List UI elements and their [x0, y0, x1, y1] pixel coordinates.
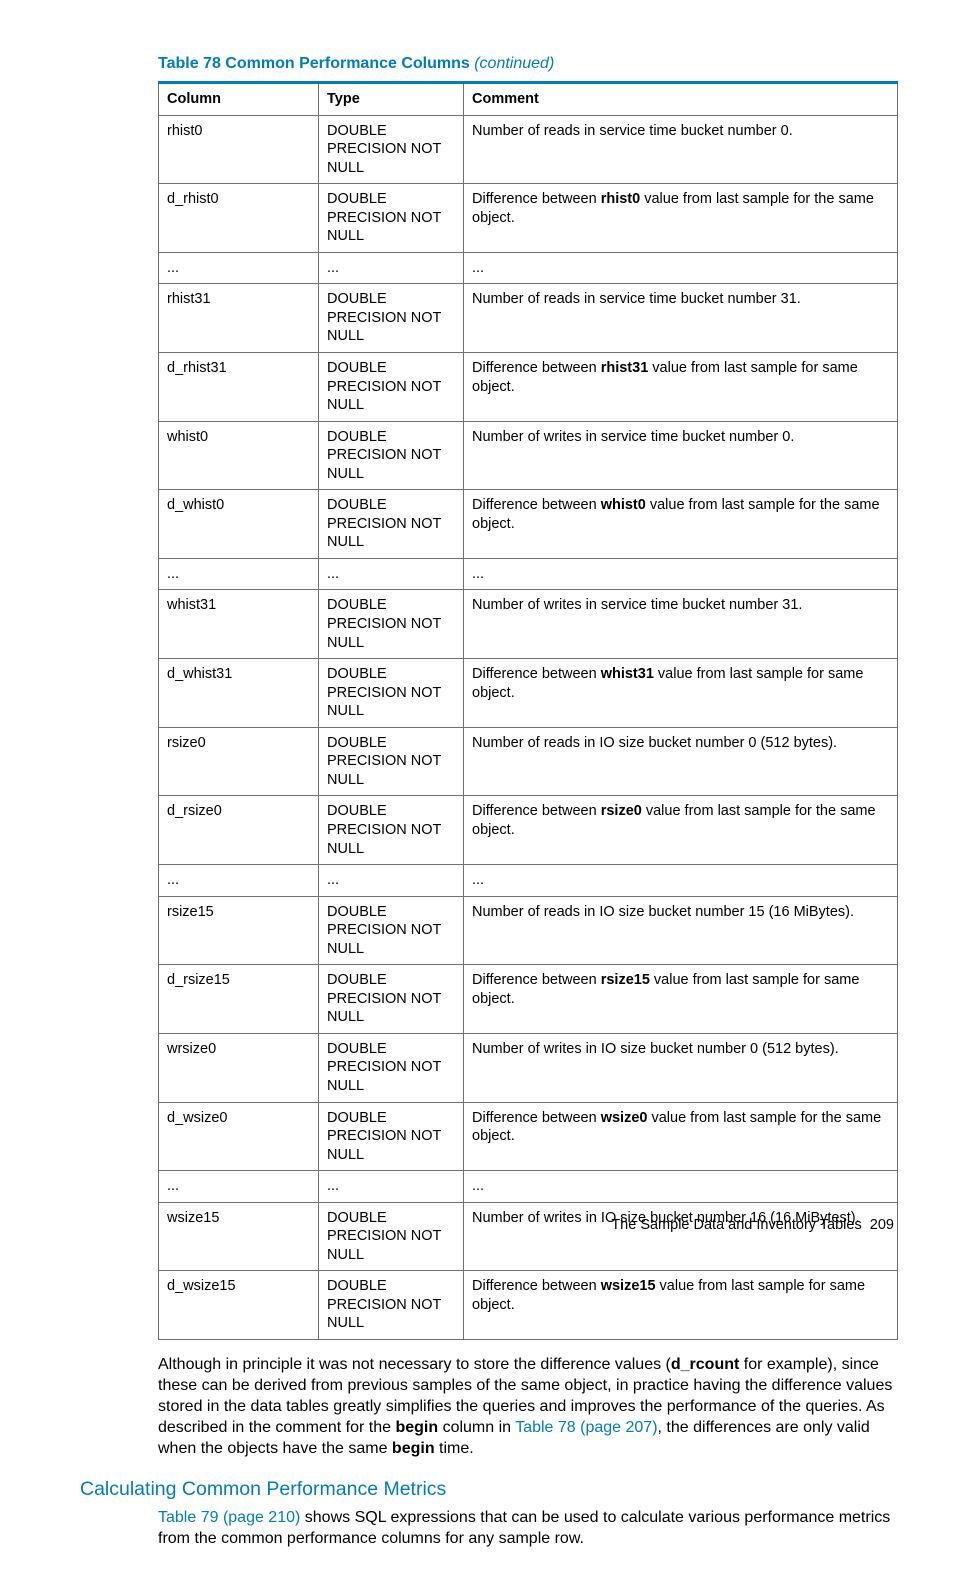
table-header-row: Column Type Comment	[159, 83, 898, 116]
col-header-column: Column	[159, 83, 319, 116]
cell-column: d_wsize15	[159, 1271, 319, 1340]
cell-comment: Number of writes in IO size bucket numbe…	[464, 1033, 898, 1102]
cell-column: ...	[159, 558, 319, 590]
cell-column: whist31	[159, 590, 319, 659]
cell-column: rhist0	[159, 115, 319, 184]
cell-type: DOUBLE PRECISION NOT NULL	[319, 284, 464, 353]
cell-column: d_wsize0	[159, 1102, 319, 1171]
table-row: .........	[159, 252, 898, 284]
table-body: rhist0DOUBLE PRECISION NOT NULLNumber of…	[159, 115, 898, 1339]
col-header-type: Type	[319, 83, 464, 116]
footer-text: The Sample Data and Inventory Tables	[611, 1217, 861, 1233]
cell-type: DOUBLE PRECISION NOT NULL	[319, 796, 464, 865]
table-row: d_rsize0DOUBLE PRECISION NOT NULLDiffere…	[159, 796, 898, 865]
cell-column: whist0	[159, 421, 319, 490]
table-row: whist0DOUBLE PRECISION NOT NULLNumber of…	[159, 421, 898, 490]
cell-comment: Difference between wsize15 value from la…	[464, 1271, 898, 1340]
table-row: d_rhist0DOUBLE PRECISION NOT NULLDiffere…	[159, 184, 898, 253]
cell-column: ...	[159, 252, 319, 284]
cell-type: DOUBLE PRECISION NOT NULL	[319, 184, 464, 253]
table-row: rhist31DOUBLE PRECISION NOT NULLNumber o…	[159, 284, 898, 353]
cell-comment: Difference between rhist31 value from la…	[464, 353, 898, 422]
cell-column: d_rsize0	[159, 796, 319, 865]
page-footer: The Sample Data and Inventory Tables 209	[611, 1217, 894, 1233]
table-row: .........	[159, 558, 898, 590]
cell-column: d_rsize15	[159, 965, 319, 1034]
table-caption-continued: (continued)	[470, 55, 555, 72]
cell-type: ...	[319, 558, 464, 590]
cell-type: DOUBLE PRECISION NOT NULL	[319, 421, 464, 490]
cell-type: DOUBLE PRECISION NOT NULL	[319, 1102, 464, 1171]
table-row: .........	[159, 1171, 898, 1203]
table-row: d_whist31DOUBLE PRECISION NOT NULLDiffer…	[159, 659, 898, 728]
cell-comment: Difference between rhist0 value from las…	[464, 184, 898, 253]
table-row: rhist0DOUBLE PRECISION NOT NULLNumber of…	[159, 115, 898, 184]
cell-column: d_rhist0	[159, 184, 319, 253]
footer-page-number: 209	[870, 1217, 894, 1233]
section-paragraph: Table 79 (page 210) shows SQL expression…	[158, 1507, 898, 1549]
col-header-comment: Comment	[464, 83, 898, 116]
cell-comment: Number of writes in IO size bucket numbe…	[464, 1202, 898, 1271]
cell-type: DOUBLE PRECISION NOT NULL	[319, 659, 464, 728]
table-row: d_wsize15DOUBLE PRECISION NOT NULLDiffer…	[159, 1271, 898, 1340]
cell-comment: ...	[464, 1171, 898, 1203]
cell-type: DOUBLE PRECISION NOT NULL	[319, 353, 464, 422]
cell-type: DOUBLE PRECISION NOT NULL	[319, 727, 464, 796]
cell-comment: Number of writes in service time bucket …	[464, 421, 898, 490]
cell-comment: Difference between wsize0 value from las…	[464, 1102, 898, 1171]
table-row: rsize15DOUBLE PRECISION NOT NULLNumber o…	[159, 896, 898, 965]
cell-column: ...	[159, 865, 319, 897]
cell-type: DOUBLE PRECISION NOT NULL	[319, 1033, 464, 1102]
cell-comment: Difference between rsize0 value from las…	[464, 796, 898, 865]
table-caption-main: Table 78 Common Performance Columns	[158, 55, 470, 72]
cell-comment: Number of reads in service time bucket n…	[464, 115, 898, 184]
cell-comment: Difference between rsize15 value from la…	[464, 965, 898, 1034]
table-row: d_rsize15DOUBLE PRECISION NOT NULLDiffer…	[159, 965, 898, 1034]
table-caption: Table 78 Common Performance Columns (con…	[158, 55, 899, 73]
table-row: .........	[159, 865, 898, 897]
cell-column: ...	[159, 1171, 319, 1203]
table-row: wrsize0DOUBLE PRECISION NOT NULLNumber o…	[159, 1033, 898, 1102]
cell-type: ...	[319, 1171, 464, 1203]
cell-comment: ...	[464, 252, 898, 284]
cell-comment: Difference between whist31 value from la…	[464, 659, 898, 728]
cell-column: d_whist0	[159, 490, 319, 559]
cell-comment: Number of reads in IO size bucket number…	[464, 727, 898, 796]
cell-type: DOUBLE PRECISION NOT NULL	[319, 1271, 464, 1340]
cell-column: d_whist31	[159, 659, 319, 728]
cell-type: ...	[319, 865, 464, 897]
explanatory-paragraph: Although in principle it was not necessa…	[158, 1354, 898, 1460]
cell-column: rsize0	[159, 727, 319, 796]
cell-column: rsize15	[159, 896, 319, 965]
cell-comment: ...	[464, 865, 898, 897]
performance-columns-table: Column Type Comment rhist0DOUBLE PRECISI…	[158, 81, 898, 1340]
table-row: whist31DOUBLE PRECISION NOT NULLNumber o…	[159, 590, 898, 659]
cell-comment: Number of reads in service time bucket n…	[464, 284, 898, 353]
cell-type: DOUBLE PRECISION NOT NULL	[319, 1202, 464, 1271]
cell-type: DOUBLE PRECISION NOT NULL	[319, 896, 464, 965]
cell-column: wsize15	[159, 1202, 319, 1271]
cell-type: ...	[319, 252, 464, 284]
cell-comment: Difference between whist0 value from las…	[464, 490, 898, 559]
cell-type: DOUBLE PRECISION NOT NULL	[319, 965, 464, 1034]
cell-type: DOUBLE PRECISION NOT NULL	[319, 490, 464, 559]
table-row: rsize0DOUBLE PRECISION NOT NULLNumber of…	[159, 727, 898, 796]
link-table-78[interactable]: Table 78 (page 207)	[515, 1419, 657, 1436]
cell-type: DOUBLE PRECISION NOT NULL	[319, 590, 464, 659]
cell-column: d_rhist31	[159, 353, 319, 422]
table-row: d_wsize0DOUBLE PRECISION NOT NULLDiffere…	[159, 1102, 898, 1171]
cell-column: rhist31	[159, 284, 319, 353]
cell-column: wrsize0	[159, 1033, 319, 1102]
table-row: d_rhist31DOUBLE PRECISION NOT NULLDiffer…	[159, 353, 898, 422]
link-table-79[interactable]: Table 79 (page 210)	[158, 1509, 300, 1526]
table-row: d_whist0DOUBLE PRECISION NOT NULLDiffere…	[159, 490, 898, 559]
cell-type: DOUBLE PRECISION NOT NULL	[319, 115, 464, 184]
section-heading: Calculating Common Performance Metrics	[80, 1478, 899, 1501]
table-row: wsize15DOUBLE PRECISION NOT NULLNumber o…	[159, 1202, 898, 1271]
cell-comment: Number of writes in service time bucket …	[464, 590, 898, 659]
cell-comment: Number of reads in IO size bucket number…	[464, 896, 898, 965]
cell-comment: ...	[464, 558, 898, 590]
